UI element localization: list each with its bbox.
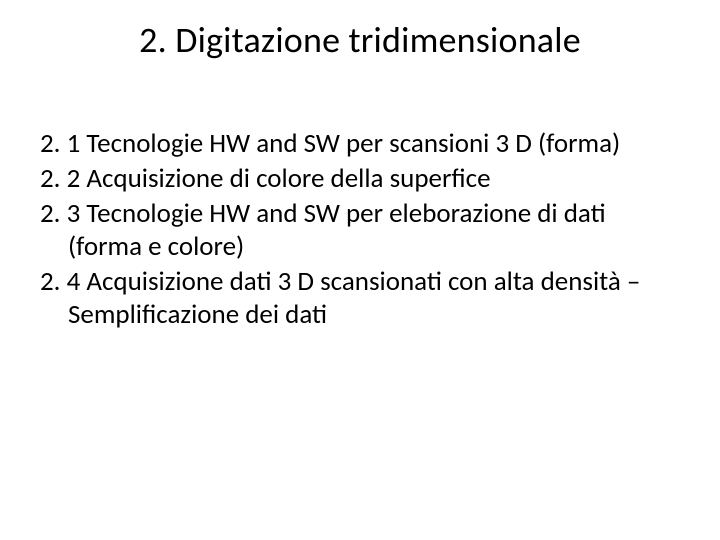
- slide-title: 2. Digitazione tridimensionale: [0, 18, 720, 62]
- list-item: 2. 3 Tecnologie HW and SW per eleborazio…: [40, 198, 680, 264]
- list-item: 2. 2 Acquisizione di colore della superf…: [40, 163, 680, 196]
- list-item: 2. 4 Acquisizione dati 3 D scansionati c…: [40, 266, 680, 332]
- slide-body: 2. 1 Tecnologie HW and SW per scansioni …: [40, 128, 680, 334]
- slide: 2. Digitazione tridimensionale 2. 1 Tecn…: [0, 0, 720, 540]
- list-item: 2. 1 Tecnologie HW and SW per scansioni …: [40, 128, 680, 161]
